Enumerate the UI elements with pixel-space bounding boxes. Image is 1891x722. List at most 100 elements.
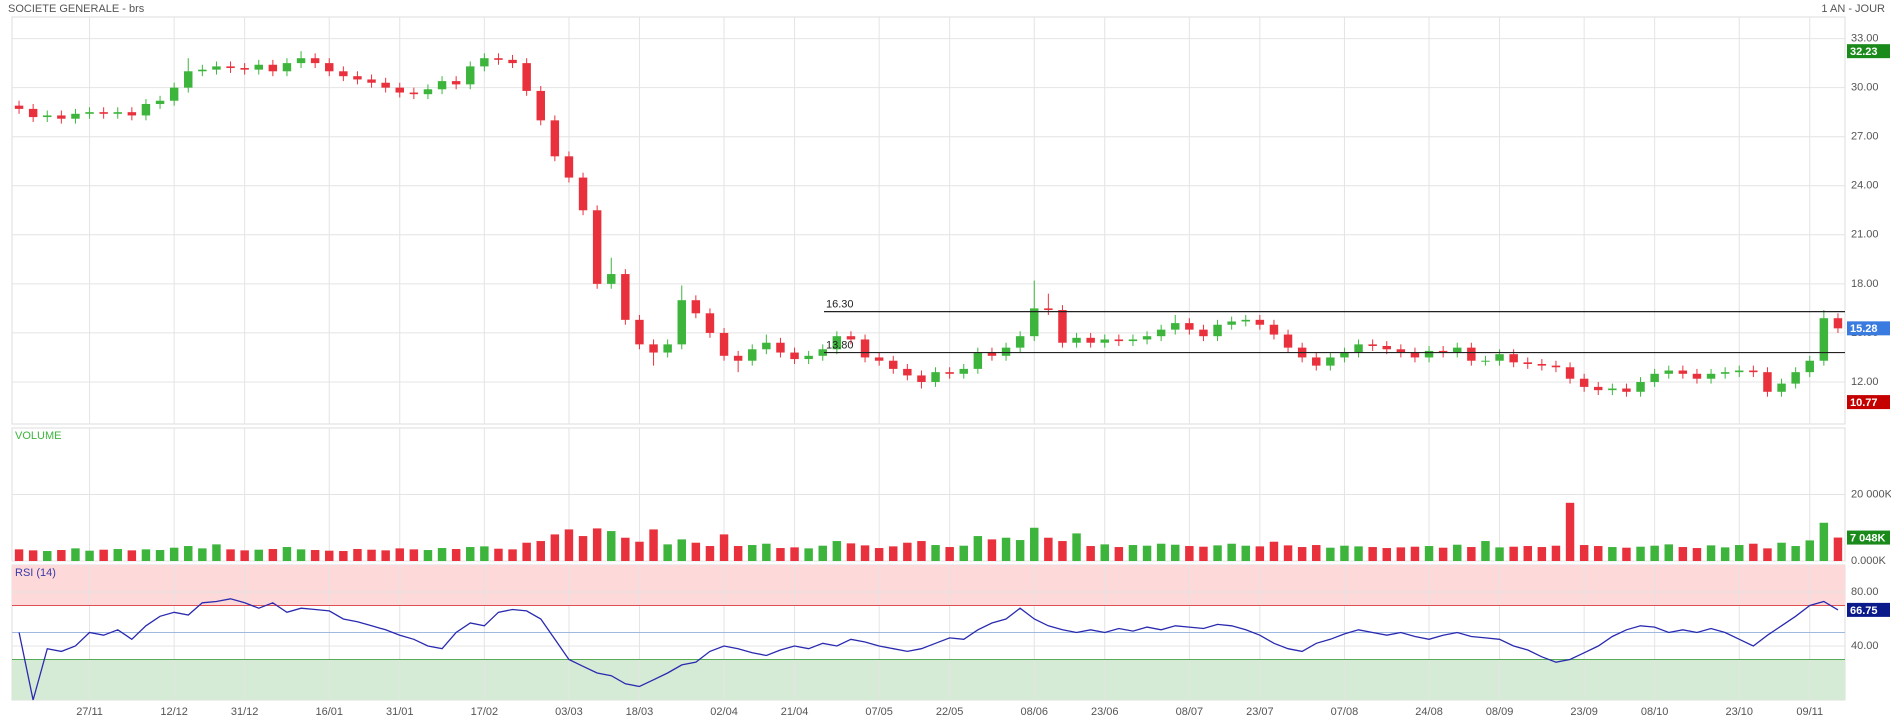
candle-body: [1636, 381, 1645, 392]
x-tick-label: 07/08: [1331, 706, 1359, 718]
candle-body: [325, 63, 334, 72]
candle-body: [85, 112, 94, 114]
volume-bar: [1692, 548, 1702, 561]
volume-bar: [790, 547, 799, 561]
candle-body: [57, 115, 66, 119]
candle-body: [1015, 336, 1025, 348]
candle-body: [1735, 370, 1744, 373]
volume-bar: [282, 547, 292, 561]
volume-bar: [1467, 547, 1476, 561]
x-tick-label: 08/09: [1486, 706, 1514, 718]
x-tick-label: 31/12: [231, 706, 259, 718]
candle-body: [1255, 319, 1265, 325]
volume-bar: [1312, 545, 1321, 561]
volume-bar: [1720, 547, 1730, 561]
candle-body: [339, 71, 348, 77]
candle-body: [395, 87, 404, 93]
candle-body: [494, 58, 503, 60]
volume-bar: [917, 541, 926, 561]
volume-bar: [762, 543, 771, 561]
y-tick-label: 24.00: [1851, 180, 1879, 192]
value-marker: [1847, 395, 1890, 410]
volume-bar: [564, 529, 574, 561]
volume-bar: [1213, 545, 1222, 561]
volume-bar: [1805, 540, 1814, 561]
x-tick-label: 16/01: [315, 706, 343, 718]
candle-body: [1749, 370, 1758, 373]
candle-body: [508, 59, 517, 64]
volume-bar: [28, 550, 38, 561]
volume-bar: [1495, 547, 1504, 561]
volume-bar: [85, 550, 94, 561]
candle-body: [184, 71, 193, 88]
volume-bar: [1791, 546, 1800, 561]
volume-bar: [1227, 543, 1236, 561]
y-tick-label: 21.00: [1851, 229, 1879, 241]
candle-body: [240, 68, 249, 70]
candle-body: [1058, 310, 1067, 343]
volume-bar: [691, 542, 701, 561]
candle-body: [254, 64, 263, 70]
candle-body: [705, 313, 715, 333]
candle-body: [592, 210, 602, 284]
volume-bar: [1297, 547, 1307, 561]
volume-bar: [127, 550, 137, 561]
x-tick-label: 22/05: [936, 706, 964, 718]
volume-bar: [1044, 537, 1053, 561]
candle-body: [1523, 362, 1532, 364]
candle-body: [1495, 354, 1504, 361]
volume-bar: [1424, 546, 1434, 561]
volume-bar: [663, 544, 672, 561]
candle-body: [1664, 370, 1673, 374]
candle-body: [226, 66, 235, 69]
candle-body: [28, 108, 38, 118]
y-tick-label: 18.00: [1851, 278, 1879, 290]
volume-bar: [1128, 545, 1138, 561]
y-tick-label: 12.00: [1851, 376, 1879, 388]
volume-bar: [1763, 548, 1772, 561]
candle-body: [522, 63, 531, 91]
volume-bar: [1565, 502, 1575, 561]
volume-bar: [860, 545, 870, 561]
candle-body: [1199, 329, 1208, 337]
volume-bar: [184, 546, 193, 561]
x-tick-label: 23/09: [1570, 706, 1598, 718]
volume-bar: [508, 549, 517, 561]
candle-body: [43, 115, 52, 118]
volume-bar: [1142, 545, 1152, 561]
candle-body: [169, 87, 179, 101]
volume-bar: [959, 545, 968, 561]
candle-body: [1453, 347, 1462, 353]
volume-bar: [1100, 544, 1109, 561]
candle-body: [649, 344, 658, 353]
volume-bar: [1326, 547, 1335, 561]
value-marker-label: 66.75: [1850, 605, 1878, 617]
candle-body: [381, 82, 390, 88]
volume-bar: [621, 537, 630, 561]
candle-body: [1481, 360, 1490, 362]
candle-body: [1805, 360, 1814, 373]
panel-title: VOLUME: [15, 430, 61, 442]
candle-body: [973, 352, 983, 369]
candle-body: [1509, 354, 1518, 363]
value-marker-label: 15.28: [1850, 323, 1878, 335]
candle-body: [607, 274, 616, 284]
candle-body: [113, 112, 122, 114]
candle-body: [945, 372, 954, 374]
candle-body: [1819, 318, 1829, 361]
candle-body: [621, 274, 630, 320]
candle-body: [1030, 308, 1039, 337]
volume-bar: [1664, 544, 1673, 561]
candle-body: [1241, 319, 1250, 322]
volume-bar: [987, 539, 997, 561]
candle-body: [1283, 334, 1293, 348]
y-tick-label: 33.00: [1851, 32, 1879, 44]
candle-body: [959, 368, 968, 374]
volume-bar: [1622, 547, 1631, 561]
volume-bar: [212, 544, 221, 561]
volume-bar: [169, 547, 179, 561]
x-tick-label: 17/02: [471, 706, 499, 718]
y-tick-label: 40.00: [1851, 640, 1879, 652]
volume-bar: [903, 542, 912, 561]
